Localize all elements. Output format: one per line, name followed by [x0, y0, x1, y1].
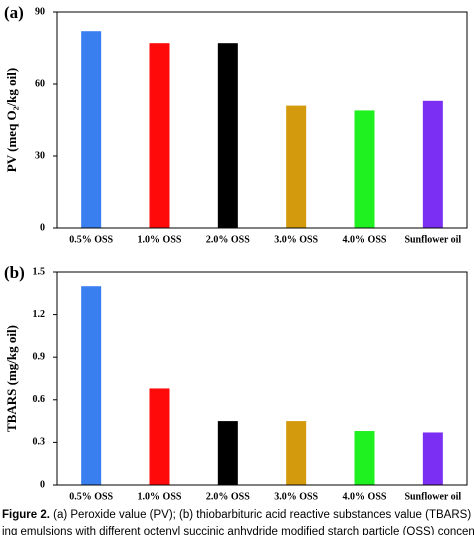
bar [149, 43, 170, 229]
panel-label: (b) [4, 263, 25, 282]
y-tick-label: 0 [40, 222, 45, 233]
caption-line: ing emulsions with different octenyl suc… [2, 526, 474, 535]
panel-label: (a) [4, 3, 24, 22]
y-axis-label: TBARS (mg/kg oil) [4, 325, 19, 432]
plot-frame [56, 271, 468, 486]
x-tick-label: 3.0% OSS [274, 234, 318, 245]
x-tick-label: 2.0% OSS [206, 491, 250, 502]
x-tick-label: 4.0% OSS [343, 234, 387, 245]
y-tick-label: 0.6 [33, 394, 46, 405]
y-tick-label: 60 [35, 78, 45, 89]
x-tick-label: 1.0% OSS [138, 491, 182, 502]
bar [286, 105, 307, 228]
y-tick-label: 30 [35, 150, 45, 161]
bar [354, 431, 375, 485]
bar [217, 43, 238, 229]
y-axis-label: PV (meq O₂/kg oil) [4, 68, 19, 172]
y-tick-label: 1.2 [33, 309, 46, 320]
x-tick-label: 1.0% OSS [138, 234, 182, 245]
x-tick-label: Sunflower oil [404, 491, 461, 502]
y-tick-label: 0.9 [33, 351, 46, 362]
caption-label: Figure 2. [2, 509, 50, 521]
plot-frame [56, 11, 468, 229]
bar [81, 286, 102, 485]
bar [149, 388, 170, 485]
bar [217, 421, 238, 485]
x-tick-label: Sunflower oil [404, 234, 461, 245]
bar [286, 421, 307, 485]
x-tick-label: 0.5% OSS [69, 491, 113, 502]
x-tick-label: 4.0% OSS [343, 491, 387, 502]
y-tick-label: 0 [40, 479, 45, 490]
bar [81, 31, 102, 229]
bar [422, 432, 443, 485]
y-tick-label: 0.3 [33, 437, 46, 448]
y-tick-label: 90 [35, 6, 45, 17]
caption-text: (a) Peroxide value (PV); (b) thiobarbitu… [53, 509, 474, 521]
y-tick-label: 1.5 [33, 266, 46, 277]
x-tick-label: 0.5% OSS [69, 234, 113, 245]
x-tick-label: 3.0% OSS [274, 491, 318, 502]
bar [422, 100, 443, 228]
bar [354, 110, 375, 228]
caption: Figure 2. (a) Peroxide value (PV); (b) t… [2, 509, 474, 521]
x-tick-label: 2.0% OSS [206, 234, 250, 245]
